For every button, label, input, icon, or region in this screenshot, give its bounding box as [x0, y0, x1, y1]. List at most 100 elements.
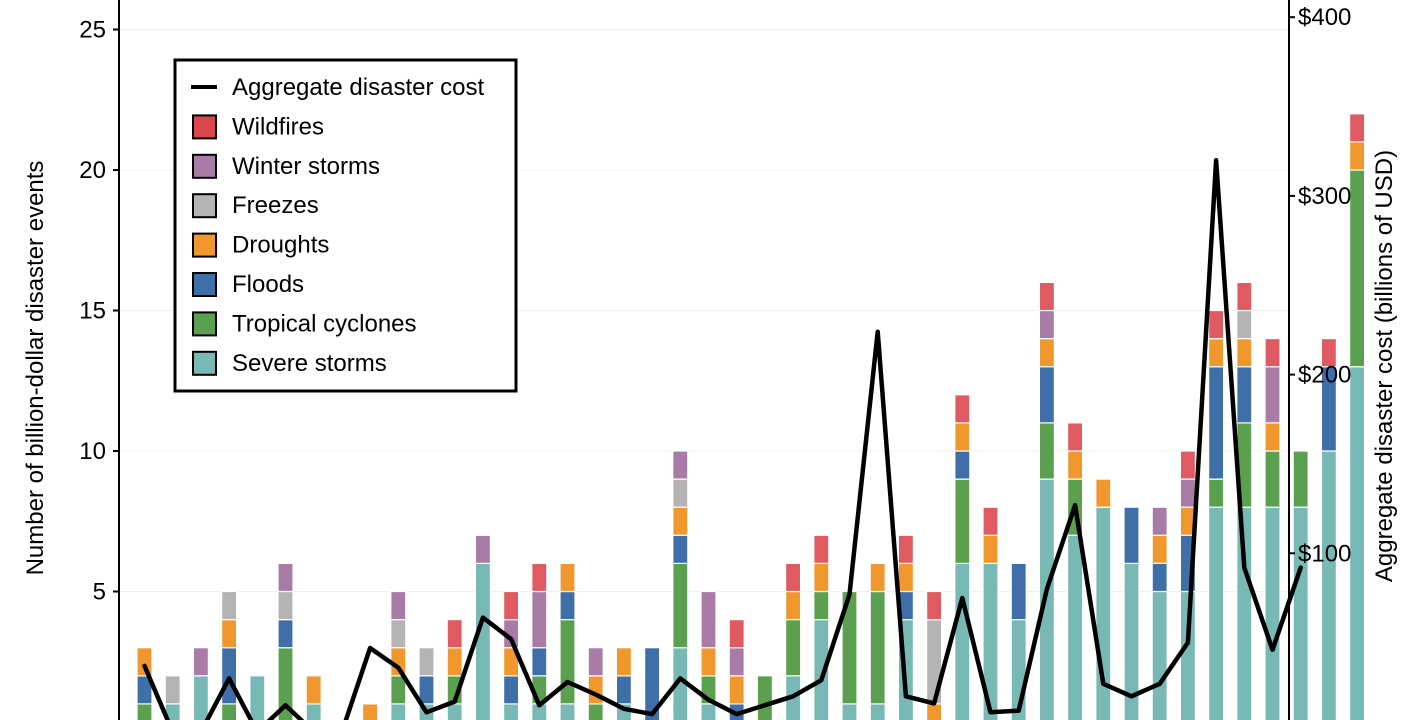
- bar-12-severe-storms: [446, 703, 463, 720]
- bar-28-droughts: [897, 562, 915, 593]
- bar-3-severe-storms: [192, 675, 209, 720]
- bar-1-droughts: [136, 647, 153, 677]
- bar-10-winter-storms: [390, 590, 407, 621]
- bar-11-freezes: [418, 647, 435, 677]
- legend-label-floods: Floods: [232, 271, 304, 298]
- bar-5-severe-storms: [249, 675, 266, 720]
- legend-label-droughts: Droughts: [232, 232, 329, 259]
- bar-14-severe-storms: [503, 703, 520, 720]
- bar-38-winter-storms: [1179, 478, 1197, 508]
- bar-33-floods: [1038, 366, 1056, 424]
- bar-41-wildfires: [1264, 338, 1281, 368]
- bar-39-tropical-cyclones: [1207, 478, 1225, 508]
- bar-22-droughts: [728, 675, 745, 705]
- bar-38-wildfires: [1179, 450, 1197, 480]
- bar-34-severe-storms: [1066, 534, 1084, 720]
- bar-40-floods: [1236, 366, 1253, 424]
- bar-26-severe-storms: [841, 703, 858, 720]
- bar-17-tropical-cyclones: [587, 703, 604, 720]
- bar-16-floods: [559, 590, 576, 621]
- bar-17-winter-storms: [587, 647, 604, 677]
- bar-10-severe-storms: [390, 703, 407, 720]
- bar-36-floods: [1123, 506, 1140, 565]
- bar-19-floods: [643, 647, 661, 720]
- legend-label-freezes: Freezes: [232, 192, 319, 219]
- bar-24-tropical-cyclones: [784, 618, 802, 677]
- bar-25-wildfires: [813, 534, 830, 564]
- bar-37-floods: [1151, 562, 1168, 593]
- bar-27-severe-storms: [869, 703, 886, 720]
- bar-34-wildfires: [1066, 422, 1084, 452]
- bar-12-droughts: [446, 647, 463, 677]
- legend-swatch-wildfires: [192, 114, 217, 140]
- bar-7-severe-storms: [305, 703, 322, 720]
- bar-44-tropical-cyclones: [1348, 169, 1366, 368]
- bar-4-floods: [221, 647, 238, 705]
- bar-37-severe-storms: [1151, 590, 1168, 720]
- bar-30-severe-storms: [954, 562, 971, 720]
- bar-41-severe-storms: [1264, 506, 1281, 720]
- left-tick-label: 15: [79, 298, 106, 325]
- bar-10-freezes: [390, 618, 407, 649]
- bar-21-droughts: [700, 647, 717, 677]
- bar-39-floods: [1207, 366, 1225, 480]
- bar-33-severe-storms: [1038, 478, 1056, 720]
- bar-20-tropical-cyclones: [672, 562, 689, 649]
- bar-2-freezes: [164, 675, 181, 705]
- bar-43-severe-storms: [1320, 450, 1338, 720]
- bar-14-wildfires: [503, 590, 520, 621]
- bar-12-wildfires: [446, 618, 463, 649]
- bar-44-wildfires: [1348, 113, 1366, 143]
- bar-30-floods: [954, 450, 971, 480]
- bar-22-wildfires: [728, 618, 745, 649]
- legend-label-tropical-cyclones: Tropical cyclones: [232, 310, 417, 337]
- bar-20-floods: [672, 534, 689, 564]
- bar-28-wildfires: [897, 534, 915, 564]
- left-axis-ticks: 5 10 15 20 25: [79, 17, 119, 606]
- bar-33-wildfires: [1038, 281, 1056, 312]
- right-axis-ticks: $100 $200 $300 $400: [1289, 4, 1351, 567]
- bar-39-wildfires: [1207, 309, 1225, 340]
- bar-24-wildfires: [784, 562, 802, 593]
- bar-40-wildfires: [1236, 281, 1253, 312]
- bar-33-droughts: [1038, 338, 1056, 368]
- bar-37-droughts: [1151, 534, 1168, 564]
- bar-24-droughts: [784, 590, 802, 621]
- legend-swatch-droughts: [192, 232, 217, 258]
- bar-30-tropical-cyclones: [954, 478, 971, 565]
- bar-4-tropical-cyclones: [221, 703, 238, 720]
- bar-13-winter-storms: [474, 534, 491, 564]
- legend-label-aggregate-disaster-cost: Aggregate disaster cost: [232, 74, 484, 101]
- bar-20-freezes: [672, 478, 689, 508]
- right-axis-title: Aggregate disaster cost (billions of USD…: [1371, 150, 1398, 582]
- bar-31-droughts: [982, 534, 999, 564]
- bar-13-severe-storms: [474, 562, 491, 720]
- aggregate-cost-line-group: [142, 157, 1303, 720]
- left-tick-label: 20: [79, 157, 106, 184]
- bar-34-droughts: [1066, 450, 1084, 480]
- bar-39-severe-storms: [1207, 506, 1225, 720]
- bar-44-severe-storms: [1348, 366, 1366, 720]
- bar-41-droughts: [1264, 422, 1281, 452]
- legend-label-severe-storms: Severe storms: [232, 350, 387, 377]
- bar-15-floods: [531, 647, 548, 677]
- bar-40-droughts: [1236, 338, 1253, 368]
- aggregate-cost-line: [142, 157, 1303, 720]
- bar-16-droughts: [559, 562, 576, 593]
- bar-3-winter-storms: [192, 647, 209, 677]
- legend-swatch-freezes: [192, 193, 217, 219]
- right-tick-label: $200: [1298, 362, 1351, 389]
- bar-23-tropical-cyclones: [756, 675, 774, 720]
- bar-7-droughts: [305, 675, 322, 705]
- bar-37-winter-storms: [1151, 506, 1168, 536]
- legend-swatch-tropical-cyclones: [192, 311, 217, 337]
- bar-18-floods: [615, 675, 633, 705]
- bar-16-severe-storms: [559, 703, 576, 720]
- bar-30-droughts: [954, 422, 971, 452]
- bar-30-wildfires: [954, 394, 971, 424]
- bar-21-winter-storms: [700, 590, 717, 649]
- bar-6-freezes: [277, 590, 294, 621]
- bar-42-severe-storms: [1292, 506, 1309, 720]
- bar-33-winter-storms: [1038, 309, 1056, 340]
